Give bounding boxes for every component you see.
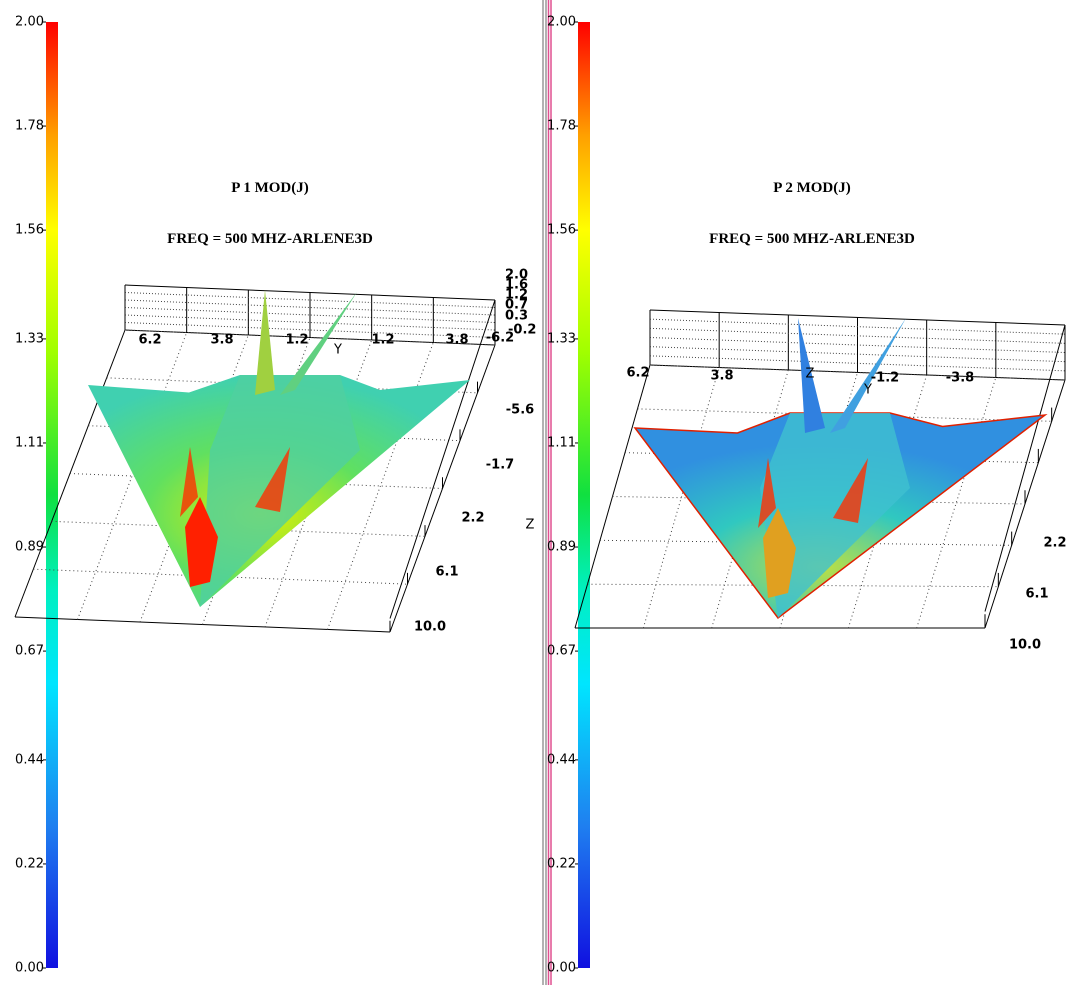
z-tick-label: 10.0 — [1009, 638, 1041, 653]
v-tick-label: -0.2 — [508, 323, 536, 338]
side-grid — [985, 325, 1065, 612]
plot-subtitle: FREQ = 500 MHZ-ARLENE3D — [167, 231, 373, 247]
y-tick-label: 6.2 — [626, 366, 649, 381]
colorbar-tick-label: 0.22 — [547, 856, 576, 871]
panel: 0.00 0.22 0.44 0.67 0.89 1.11 1.33 1.56 1.78 2.00… — [547, 15, 1066, 976]
y-tick-label: 3.8 — [710, 369, 733, 384]
colorbar-tick-label: 0.89 — [547, 540, 576, 555]
z-tick-label: 6.1 — [1025, 587, 1048, 602]
z-tick-label: 2.2 — [1043, 536, 1066, 551]
y-tick-label: 3.8 — [445, 333, 468, 348]
y-tick-label: 6.2 — [138, 333, 161, 348]
y-tick-label: 1.2 — [285, 333, 308, 348]
colorbar-tick-label: 0.67 — [547, 644, 576, 659]
colorbar-tick-label: 2.00 — [547, 15, 576, 30]
divider — [543, 0, 551, 985]
colorbar-tick-label: 1.33 — [15, 331, 44, 346]
z-tick-label: -1.7 — [486, 458, 514, 473]
v-tick-label: 0.3 — [505, 309, 528, 324]
colorbar-tick-label: 1.56 — [15, 223, 44, 238]
colorbar-tick-label: 0.22 — [15, 856, 44, 871]
y-tick-label: 1.2 — [371, 333, 394, 348]
y-tick-label: -3.8 — [946, 371, 974, 386]
plot-title: P 1 MOD(J) — [231, 180, 308, 196]
figure: 0.00 0.22 0.44 0.67 0.89 1.11 1.33 1.56 1.78 2.00… — [0, 0, 1071, 985]
z-axis-label: Z — [526, 518, 535, 533]
colorbar-tick-label: 0.00 — [547, 961, 576, 976]
plot-subtitle: FREQ = 500 MHZ-ARLENE3D — [709, 231, 915, 247]
z-tick-label: 6.1 — [435, 565, 458, 580]
z-tick-label: 2.2 — [461, 511, 484, 526]
panel: 0.000.220.440.670.891.111.331.561.782.00… — [15, 15, 536, 976]
z-tick-label: 10.0 — [414, 620, 446, 635]
colorbar-tick-label: 1.78 — [15, 119, 44, 134]
colorbar-tick-label: 0.44 — [15, 752, 44, 767]
colorbar-tick-label: 1.33 — [547, 331, 576, 346]
colorbar-tick-label: 0.67 — [15, 644, 44, 659]
colorbar-tick-label: 2.00 — [15, 15, 44, 30]
colorbar-tick-label: 1.78 — [547, 119, 576, 134]
colorbar-tick-label: 1.11 — [547, 435, 576, 450]
colorbar-tick-label: 0.44 — [547, 752, 576, 767]
z-tick-label: -5.6 — [506, 403, 534, 418]
z-axis-label: Z — [806, 367, 815, 382]
y-tick-label: -1.2 — [871, 371, 899, 386]
y-axis-label: Y — [863, 383, 872, 398]
y-axis-label: Y — [333, 343, 342, 358]
colorbar — [578, 22, 590, 968]
colorbar-tick-label: 0.00 — [15, 961, 44, 976]
colorbar — [46, 22, 58, 968]
plot-title: P 2 MOD(J) — [773, 180, 850, 196]
y-tick-label: 3.8 — [210, 333, 233, 348]
colorbar-tick-label: 1.11 — [15, 435, 44, 450]
colorbar-tick-label: 1.56 — [547, 223, 576, 238]
